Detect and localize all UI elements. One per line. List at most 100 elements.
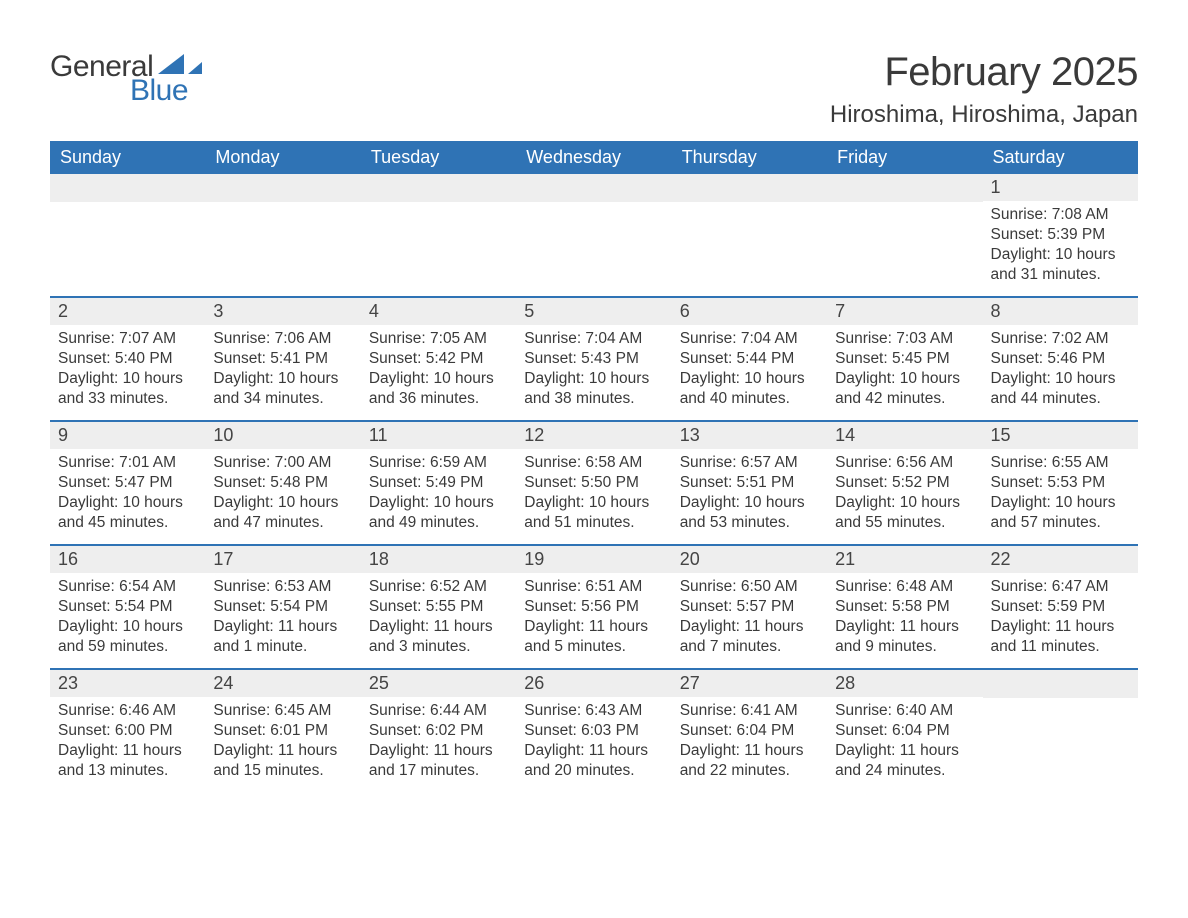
day-number: 9 — [50, 422, 205, 449]
sunset-text: Sunset: 5:44 PM — [680, 349, 819, 369]
day-number: 20 — [672, 546, 827, 573]
calendar-cell: 21Sunrise: 6:48 AMSunset: 5:58 PMDayligh… — [827, 546, 982, 668]
sunset-text: Sunset: 5:52 PM — [835, 473, 974, 493]
daylight-text: Daylight: 10 hours and 55 minutes. — [835, 493, 974, 533]
sunrise-text: Sunrise: 6:48 AM — [835, 577, 974, 597]
daylight-text: Daylight: 11 hours and 9 minutes. — [835, 617, 974, 657]
day-number — [827, 174, 982, 202]
sunset-text: Sunset: 6:02 PM — [369, 721, 508, 741]
day-data: Sunrise: 6:54 AMSunset: 5:54 PMDaylight:… — [50, 573, 205, 666]
daylight-text: Daylight: 11 hours and 20 minutes. — [524, 741, 663, 781]
sunrise-text: Sunrise: 7:08 AM — [991, 205, 1130, 225]
daylight-text: Daylight: 10 hours and 40 minutes. — [680, 369, 819, 409]
day-number: 6 — [672, 298, 827, 325]
daylight-text: Daylight: 10 hours and 57 minutes. — [991, 493, 1130, 533]
day-number: 27 — [672, 670, 827, 697]
day-data: Sunrise: 6:47 AMSunset: 5:59 PMDaylight:… — [983, 573, 1138, 666]
day-data: Sunrise: 7:04 AMSunset: 5:44 PMDaylight:… — [672, 325, 827, 418]
calendar-cell: 2Sunrise: 7:07 AMSunset: 5:40 PMDaylight… — [50, 298, 205, 420]
sunrise-text: Sunrise: 6:59 AM — [369, 453, 508, 473]
calendar-cell — [50, 174, 205, 296]
day-number: 11 — [361, 422, 516, 449]
sunrise-text: Sunrise: 6:50 AM — [680, 577, 819, 597]
day-number — [516, 174, 671, 202]
daylight-text: Daylight: 10 hours and 38 minutes. — [524, 369, 663, 409]
day-data: Sunrise: 6:40 AMSunset: 6:04 PMDaylight:… — [827, 697, 982, 790]
sunrise-text: Sunrise: 7:05 AM — [369, 329, 508, 349]
day-number: 14 — [827, 422, 982, 449]
day-number: 19 — [516, 546, 671, 573]
sunset-text: Sunset: 5:39 PM — [991, 225, 1130, 245]
sunset-text: Sunset: 6:03 PM — [524, 721, 663, 741]
daylight-text: Daylight: 10 hours and 59 minutes. — [58, 617, 197, 657]
day-number: 1 — [983, 174, 1138, 201]
week-row: 16Sunrise: 6:54 AMSunset: 5:54 PMDayligh… — [50, 544, 1138, 668]
sunset-text: Sunset: 5:42 PM — [369, 349, 508, 369]
sunrise-text: Sunrise: 7:04 AM — [524, 329, 663, 349]
day-number: 22 — [983, 546, 1138, 573]
day-data: Sunrise: 7:03 AMSunset: 5:45 PMDaylight:… — [827, 325, 982, 418]
calendar-cell: 17Sunrise: 6:53 AMSunset: 5:54 PMDayligh… — [205, 546, 360, 668]
day-data: Sunrise: 7:07 AMSunset: 5:40 PMDaylight:… — [50, 325, 205, 418]
day-number: 13 — [672, 422, 827, 449]
sunset-text: Sunset: 5:57 PM — [680, 597, 819, 617]
dayhead-thursday: Thursday — [672, 141, 827, 174]
sunset-text: Sunset: 5:58 PM — [835, 597, 974, 617]
sunrise-text: Sunrise: 6:55 AM — [991, 453, 1130, 473]
calendar-cell — [205, 174, 360, 296]
title-block: February 2025 Hiroshima, Hiroshima, Japa… — [830, 50, 1138, 129]
day-data: Sunrise: 6:51 AMSunset: 5:56 PMDaylight:… — [516, 573, 671, 666]
calendar-cell: 23Sunrise: 6:46 AMSunset: 6:00 PMDayligh… — [50, 670, 205, 792]
daylight-text: Daylight: 10 hours and 34 minutes. — [213, 369, 352, 409]
day-data: Sunrise: 6:50 AMSunset: 5:57 PMDaylight:… — [672, 573, 827, 666]
calendar-cell: 12Sunrise: 6:58 AMSunset: 5:50 PMDayligh… — [516, 422, 671, 544]
sunset-text: Sunset: 5:54 PM — [58, 597, 197, 617]
sunrise-text: Sunrise: 6:54 AM — [58, 577, 197, 597]
daylight-text: Daylight: 10 hours and 47 minutes. — [213, 493, 352, 533]
sunset-text: Sunset: 5:46 PM — [991, 349, 1130, 369]
day-data: Sunrise: 6:59 AMSunset: 5:49 PMDaylight:… — [361, 449, 516, 542]
sunrise-text: Sunrise: 7:01 AM — [58, 453, 197, 473]
day-number: 17 — [205, 546, 360, 573]
day-number: 15 — [983, 422, 1138, 449]
daylight-text: Daylight: 11 hours and 11 minutes. — [991, 617, 1130, 657]
daylight-text: Daylight: 11 hours and 7 minutes. — [680, 617, 819, 657]
day-data: Sunrise: 6:46 AMSunset: 6:00 PMDaylight:… — [50, 697, 205, 790]
calendar-cell: 6Sunrise: 7:04 AMSunset: 5:44 PMDaylight… — [672, 298, 827, 420]
dayhead-monday: Monday — [205, 141, 360, 174]
daylight-text: Daylight: 10 hours and 45 minutes. — [58, 493, 197, 533]
calendar-cell: 16Sunrise: 6:54 AMSunset: 5:54 PMDayligh… — [50, 546, 205, 668]
calendar-cell: 14Sunrise: 6:56 AMSunset: 5:52 PMDayligh… — [827, 422, 982, 544]
day-number — [361, 174, 516, 202]
day-number: 3 — [205, 298, 360, 325]
location-text: Hiroshima, Hiroshima, Japan — [830, 101, 1138, 129]
week-row: 2Sunrise: 7:07 AMSunset: 5:40 PMDaylight… — [50, 296, 1138, 420]
sunset-text: Sunset: 5:51 PM — [680, 473, 819, 493]
day-data: Sunrise: 7:00 AMSunset: 5:48 PMDaylight:… — [205, 449, 360, 542]
day-number: 5 — [516, 298, 671, 325]
calendar-cell: 25Sunrise: 6:44 AMSunset: 6:02 PMDayligh… — [361, 670, 516, 792]
sunrise-text: Sunrise: 7:02 AM — [991, 329, 1130, 349]
calendar-cell — [516, 174, 671, 296]
calendar: Sunday Monday Tuesday Wednesday Thursday… — [50, 141, 1138, 792]
day-data: Sunrise: 6:56 AMSunset: 5:52 PMDaylight:… — [827, 449, 982, 542]
sunrise-text: Sunrise: 6:56 AM — [835, 453, 974, 473]
sunrise-text: Sunrise: 7:06 AM — [213, 329, 352, 349]
sunset-text: Sunset: 5:53 PM — [991, 473, 1130, 493]
day-number: 23 — [50, 670, 205, 697]
sunset-text: Sunset: 5:48 PM — [213, 473, 352, 493]
day-number: 18 — [361, 546, 516, 573]
calendar-cell: 1Sunrise: 7:08 AMSunset: 5:39 PMDaylight… — [983, 174, 1138, 296]
daylight-text: Daylight: 10 hours and 42 minutes. — [835, 369, 974, 409]
dayhead-saturday: Saturday — [983, 141, 1138, 174]
calendar-cell: 4Sunrise: 7:05 AMSunset: 5:42 PMDaylight… — [361, 298, 516, 420]
sunset-text: Sunset: 6:01 PM — [213, 721, 352, 741]
calendar-cell: 7Sunrise: 7:03 AMSunset: 5:45 PMDaylight… — [827, 298, 982, 420]
day-number — [672, 174, 827, 202]
day-data: Sunrise: 6:57 AMSunset: 5:51 PMDaylight:… — [672, 449, 827, 542]
sunrise-text: Sunrise: 7:00 AM — [213, 453, 352, 473]
daylight-text: Daylight: 10 hours and 36 minutes. — [369, 369, 508, 409]
day-data: Sunrise: 7:02 AMSunset: 5:46 PMDaylight:… — [983, 325, 1138, 418]
sunset-text: Sunset: 5:50 PM — [524, 473, 663, 493]
calendar-cell: 3Sunrise: 7:06 AMSunset: 5:41 PMDaylight… — [205, 298, 360, 420]
